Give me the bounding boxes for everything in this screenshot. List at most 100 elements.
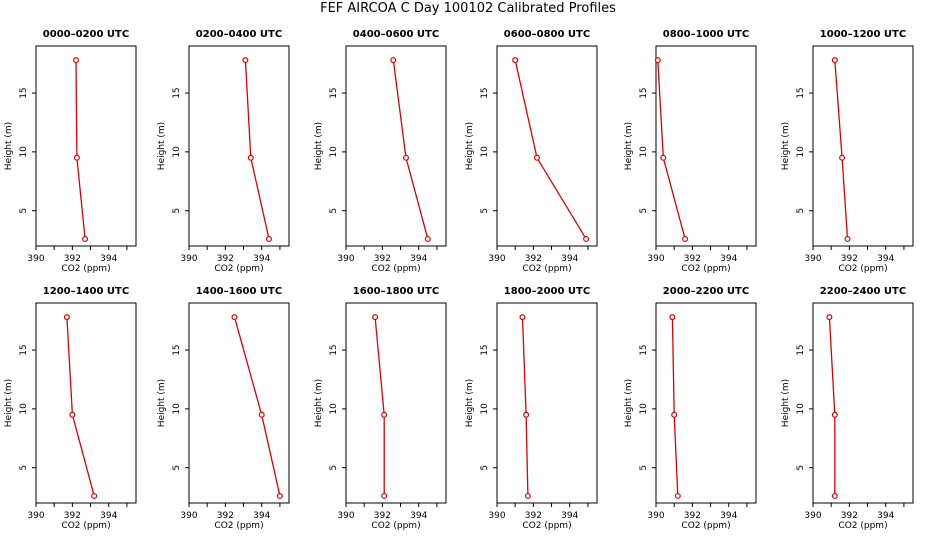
data-point bbox=[654, 57, 661, 64]
x-tick-label: 390 bbox=[647, 511, 664, 521]
data-point bbox=[523, 411, 530, 418]
y-tick-label: 15 bbox=[172, 344, 182, 355]
x-tick-label: 392 bbox=[684, 254, 701, 264]
profile-line bbox=[233, 316, 281, 497]
data-point bbox=[424, 235, 431, 242]
y-tick-label: 10 bbox=[796, 146, 806, 158]
x-axis-label: CO2 (ppm) bbox=[214, 521, 263, 531]
data-point bbox=[91, 492, 98, 499]
panel-title: 0800–1000 UTC bbox=[663, 29, 749, 40]
profile-panel-3: 0400–0600 UTC 390 392 394 5 10 15 CO2 (ppm) Heig… bbox=[314, 29, 447, 274]
x-tick-label: 394 bbox=[100, 511, 117, 521]
y-tick-label: 15 bbox=[19, 87, 29, 98]
plot-frame bbox=[655, 302, 757, 504]
data-point bbox=[247, 154, 254, 161]
y-tick-label: 5 bbox=[796, 465, 806, 471]
profile-panel-9: 1600–1800 UTC 390 392 394 5 10 15 CO2 (ppm) Heig… bbox=[314, 286, 447, 531]
x-tick-label: 394 bbox=[561, 254, 578, 264]
y-axis-label: Height (m) bbox=[4, 122, 14, 170]
x-tick-label: 390 bbox=[180, 254, 197, 264]
y-tick-label: 15 bbox=[172, 87, 182, 98]
x-tick-label: 394 bbox=[410, 511, 427, 521]
y-tick-label: 5 bbox=[639, 208, 649, 214]
y-axis-label: Height (m) bbox=[465, 122, 475, 170]
x-axis-label: CO2 (ppm) bbox=[838, 264, 887, 274]
x-axis-label: CO2 (ppm) bbox=[681, 264, 730, 274]
plot-frame bbox=[655, 45, 757, 247]
x-axis-label: CO2 (ppm) bbox=[371, 521, 420, 531]
x-tick-label: 390 bbox=[647, 254, 664, 264]
y-tick-label: 15 bbox=[480, 344, 490, 355]
x-tick-label: 392 bbox=[374, 511, 391, 521]
profile-line bbox=[392, 60, 429, 240]
plot-frame bbox=[496, 45, 598, 247]
data-point bbox=[669, 314, 676, 321]
profile-panel-4: 0600–0800 UTC 390 392 394 5 10 15 CO2 (ppm) Heig… bbox=[465, 29, 598, 274]
x-tick-label: 392 bbox=[841, 511, 858, 521]
panel-title: 2000–2200 UTC bbox=[663, 286, 749, 297]
plot-frame bbox=[345, 302, 447, 504]
x-tick-label: 392 bbox=[684, 511, 701, 521]
data-point bbox=[674, 492, 681, 499]
profile-panel-6: 1000–1200 UTC 390 392 394 5 10 15 CO2 (ppm) Heig… bbox=[781, 29, 914, 274]
y-tick-label: 10 bbox=[480, 146, 490, 158]
y-tick-label: 5 bbox=[639, 465, 649, 471]
y-tick-label: 10 bbox=[172, 146, 182, 158]
profile-line bbox=[514, 59, 587, 240]
x-tick-label: 392 bbox=[64, 254, 81, 264]
x-tick-label: 392 bbox=[525, 511, 542, 521]
data-point bbox=[660, 154, 667, 161]
panel-title: 0400–0600 UTC bbox=[353, 29, 439, 40]
data-point bbox=[844, 235, 851, 242]
data-point bbox=[63, 314, 70, 321]
data-point bbox=[826, 314, 833, 321]
y-tick-label: 5 bbox=[480, 208, 490, 214]
y-axis-label: Height (m) bbox=[314, 122, 324, 170]
x-tick-label: 394 bbox=[877, 254, 894, 264]
profile-line bbox=[75, 60, 86, 239]
data-point bbox=[276, 492, 283, 499]
profile-line bbox=[374, 317, 385, 496]
data-point bbox=[242, 57, 249, 64]
panel-title: 1000–1200 UTC bbox=[820, 29, 906, 40]
x-tick-label: 390 bbox=[27, 511, 44, 521]
y-tick-label: 10 bbox=[19, 403, 29, 415]
y-tick-label: 15 bbox=[329, 87, 339, 98]
y-tick-label: 15 bbox=[639, 87, 649, 98]
x-tick-label: 392 bbox=[64, 511, 81, 521]
x-tick-label: 392 bbox=[841, 254, 858, 264]
y-axis-label: Height (m) bbox=[157, 379, 167, 427]
y-tick-label: 5 bbox=[172, 465, 182, 471]
data-point bbox=[381, 492, 388, 499]
profile-line bbox=[828, 317, 836, 496]
profile-panel-2: 0200–0400 UTC 390 392 394 5 10 15 CO2 (ppm) Heig… bbox=[157, 29, 290, 274]
panel-title: 2200–2400 UTC bbox=[820, 286, 906, 297]
panel-title: 0200–0400 UTC bbox=[196, 29, 282, 40]
profile-panel-11: 2000–2200 UTC 390 392 394 5 10 15 CO2 (ppm) Heig… bbox=[624, 286, 757, 531]
x-tick-label: 394 bbox=[253, 511, 270, 521]
y-tick-label: 10 bbox=[329, 403, 339, 415]
data-point bbox=[831, 411, 838, 418]
panel-title: 0000–0200 UTC bbox=[43, 29, 129, 40]
y-tick-label: 10 bbox=[480, 403, 490, 415]
panel-title: 1400–1600 UTC bbox=[196, 286, 282, 297]
y-tick-label: 5 bbox=[19, 465, 29, 471]
y-tick-label: 5 bbox=[796, 208, 806, 214]
x-tick-label: 392 bbox=[217, 254, 234, 264]
chart-title: FEF AIRCOA C Day 100102 Calibrated Profi… bbox=[320, 1, 616, 16]
data-point bbox=[73, 154, 80, 161]
data-point bbox=[671, 411, 678, 418]
profile-line bbox=[66, 317, 95, 497]
profile-line bbox=[521, 317, 529, 496]
x-tick-label: 390 bbox=[804, 254, 821, 264]
y-tick-label: 5 bbox=[480, 465, 490, 471]
x-tick-label: 394 bbox=[410, 254, 427, 264]
profile-line bbox=[657, 60, 686, 240]
x-tick-label: 390 bbox=[488, 511, 505, 521]
y-tick-label: 15 bbox=[639, 344, 649, 355]
plot-frame bbox=[35, 45, 137, 247]
y-tick-label: 15 bbox=[796, 87, 806, 98]
plot-frame bbox=[812, 45, 914, 247]
panel-title: 1200–1400 UTC bbox=[43, 286, 129, 297]
data-point bbox=[231, 314, 238, 321]
